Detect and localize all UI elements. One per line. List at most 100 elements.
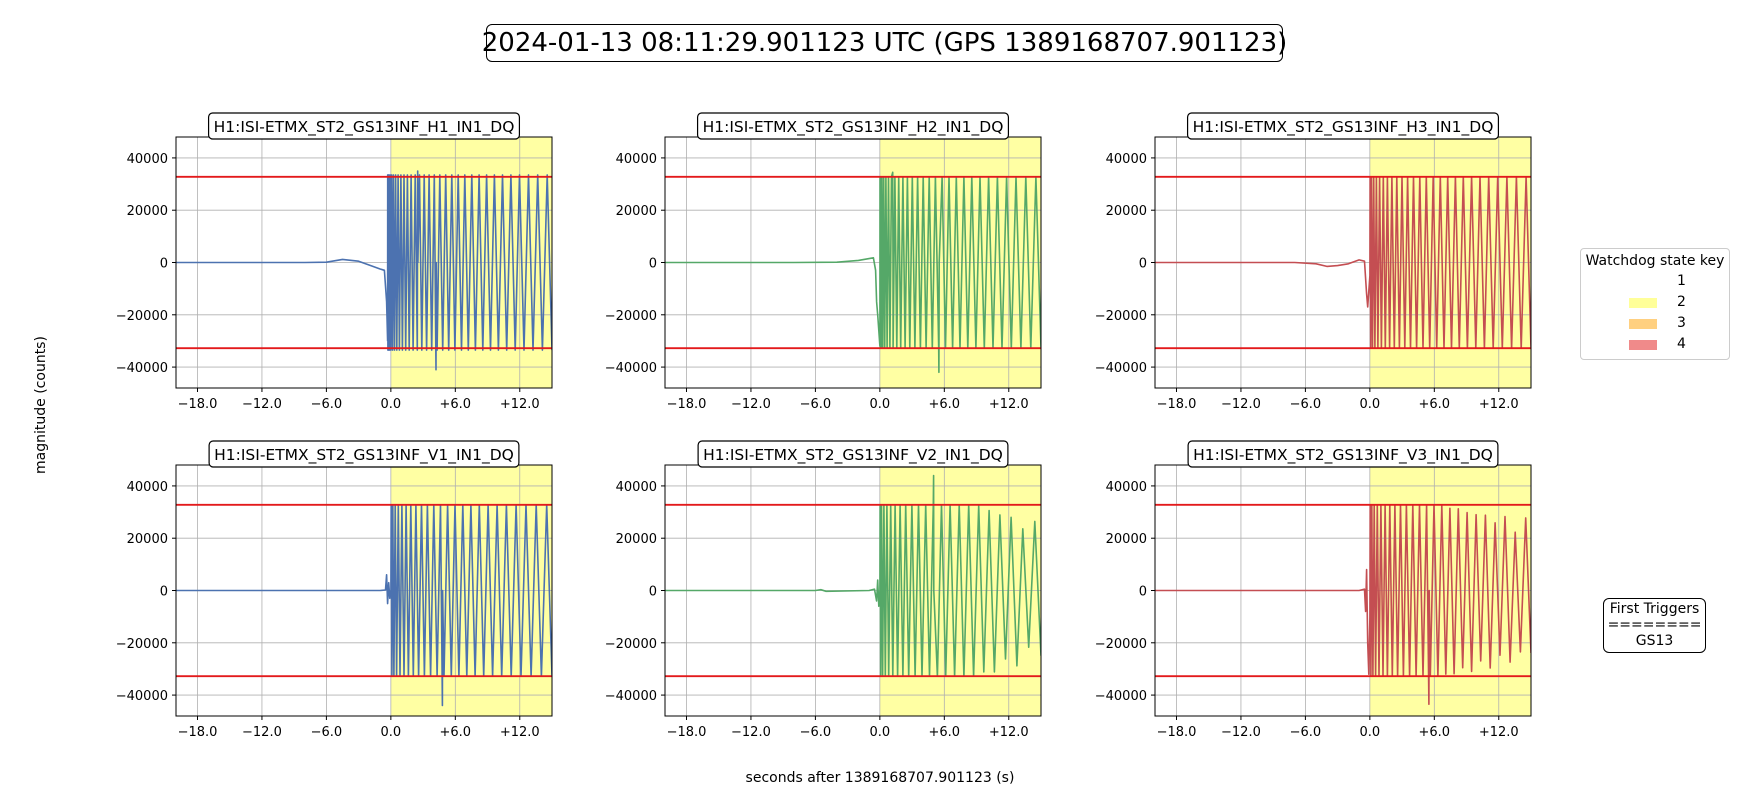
subplot-1: −18.0 −12.0 −6.0 0.0 +6.0 +12.0 −40000 −20000 0 2… bbox=[116, 112, 553, 412]
x-tick-label: −12.0 bbox=[1221, 725, 1261, 740]
y-tick-label: 20000 bbox=[1106, 204, 1147, 219]
x-tick-label: −12.0 bbox=[242, 397, 282, 412]
x-tick-label: 0.0 bbox=[1360, 397, 1381, 412]
x-tick-label: +12.0 bbox=[500, 397, 540, 412]
subplot-title: H1:ISI-ETMX_ST2_GS13INF_V2_IN1_DQ bbox=[703, 446, 1003, 465]
x-tick-label: +12.0 bbox=[500, 725, 540, 740]
first-triggers-title: First Triggers bbox=[1609, 601, 1700, 617]
legend-entry: 3 bbox=[1581, 314, 1731, 334]
x-tick-label: +12.0 bbox=[989, 725, 1029, 740]
subplot-title: H1:ISI-ETMX_ST2_GS13INF_V3_IN1_DQ bbox=[1193, 446, 1493, 465]
x-tick-label: −6.0 bbox=[800, 725, 832, 740]
y-tick-label: −40000 bbox=[116, 361, 168, 376]
legend-label: 1 bbox=[1677, 273, 1686, 289]
subplot-title: H1:ISI-ETMX_ST2_GS13INF_H3_IN1_DQ bbox=[1193, 118, 1494, 137]
series-line bbox=[176, 504, 552, 707]
x-tick-label: −18.0 bbox=[1157, 397, 1197, 412]
legend-entry: 2 bbox=[1581, 293, 1731, 313]
legend-label: 3 bbox=[1677, 315, 1686, 331]
y-tick-label: −40000 bbox=[605, 689, 657, 704]
subplot-title-box bbox=[696, 112, 1010, 140]
y-tick-label: 0 bbox=[1139, 257, 1147, 272]
y-tick-label: 0 bbox=[649, 257, 657, 272]
x-tick-label: +6.0 bbox=[1419, 397, 1451, 412]
x-tick-label: +12.0 bbox=[989, 397, 1029, 412]
subplot-5: −18.0 −12.0 −6.0 0.0 +6.0 +12.0 −40000 −20000 0 2… bbox=[605, 440, 1042, 740]
y-tick-label: 20000 bbox=[127, 532, 168, 547]
legend-swatch-4 bbox=[1629, 340, 1657, 350]
legend-entry: 1 bbox=[1581, 272, 1731, 292]
subplot-title-box bbox=[1186, 112, 1500, 140]
subplot-title-box bbox=[697, 440, 1009, 468]
x-tick-label: −12.0 bbox=[1221, 397, 1261, 412]
x-tick-label: 0.0 bbox=[870, 725, 891, 740]
x-tick-label: −6.0 bbox=[311, 397, 343, 412]
subplot-title-box bbox=[207, 112, 521, 140]
subplot-title: H1:ISI-ETMX_ST2_GS13INF_H2_IN1_DQ bbox=[703, 118, 1004, 137]
subplot-4: −18.0 −12.0 −6.0 0.0 +6.0 +12.0 −40000 −20000 0 2… bbox=[116, 440, 553, 740]
subplot-title-box bbox=[1187, 440, 1499, 468]
y-tick-label: 40000 bbox=[616, 480, 657, 495]
series-line bbox=[176, 170, 552, 371]
y-tick-label: 0 bbox=[1139, 585, 1147, 600]
y-tick-label: −20000 bbox=[116, 309, 168, 324]
x-tick-label: −12.0 bbox=[731, 725, 771, 740]
x-tick-label: +6.0 bbox=[440, 725, 472, 740]
subplot-title: H1:ISI-ETMX_ST2_GS13INF_H1_IN1_DQ bbox=[214, 118, 515, 137]
x-tick-label: +12.0 bbox=[1479, 397, 1519, 412]
y-tick-label: 20000 bbox=[616, 204, 657, 219]
legend-swatch-3 bbox=[1629, 319, 1657, 329]
y-tick-label: −40000 bbox=[1095, 361, 1147, 376]
x-tick-label: +6.0 bbox=[1419, 725, 1451, 740]
x-tick-label: −18.0 bbox=[667, 397, 707, 412]
y-tick-label: 40000 bbox=[127, 480, 168, 495]
y-tick-label: 0 bbox=[160, 585, 168, 600]
y-tick-label: −20000 bbox=[116, 637, 168, 652]
y-tick-label: 40000 bbox=[616, 152, 657, 167]
first-triggers-separator: ======== bbox=[1607, 617, 1702, 633]
x-tick-label: +6.0 bbox=[929, 397, 961, 412]
series-line bbox=[665, 474, 1041, 677]
x-tick-label: −18.0 bbox=[178, 725, 218, 740]
x-tick-label: −12.0 bbox=[731, 397, 771, 412]
x-tick-label: +6.0 bbox=[929, 725, 961, 740]
legend-entry: 4 bbox=[1581, 335, 1731, 355]
subplot-title-box bbox=[208, 440, 520, 468]
x-tick-label: 0.0 bbox=[870, 397, 891, 412]
y-tick-label: −40000 bbox=[1095, 689, 1147, 704]
y-tick-label: −20000 bbox=[1095, 637, 1147, 652]
x-tick-label: 0.0 bbox=[1360, 725, 1381, 740]
figure-title: 2024-01-13 08:11:29.901123 UTC (GPS 1389… bbox=[482, 24, 1287, 62]
first-triggers-value: GS13 bbox=[1635, 633, 1674, 649]
subplot-2: −18.0 −12.0 −6.0 0.0 +6.0 +12.0 −40000 −20000 0 2… bbox=[605, 112, 1042, 412]
legend-swatch-1 bbox=[1629, 277, 1657, 287]
x-axis-label: seconds after 1389168707.901123 (s) bbox=[745, 770, 1015, 786]
series-line bbox=[665, 171, 1041, 374]
subplot-title: H1:ISI-ETMX_ST2_GS13INF_V1_IN1_DQ bbox=[214, 446, 514, 465]
y-tick-label: −20000 bbox=[605, 309, 657, 324]
legend-swatch-2 bbox=[1629, 298, 1657, 308]
series-line bbox=[1155, 504, 1531, 705]
first-triggers-box: First Triggers ======== GS13 bbox=[1603, 598, 1706, 653]
y-tick-label: −20000 bbox=[1095, 309, 1147, 324]
x-tick-label: −6.0 bbox=[800, 397, 832, 412]
y-tick-label: 40000 bbox=[127, 152, 168, 167]
legend-label: 2 bbox=[1677, 294, 1686, 310]
y-tick-label: 40000 bbox=[1106, 480, 1147, 495]
y-tick-label: −20000 bbox=[605, 637, 657, 652]
y-tick-label: −40000 bbox=[605, 361, 657, 376]
x-tick-label: 0.0 bbox=[381, 397, 402, 412]
watchdog-legend: Watchdog state key 1 2 3 4 bbox=[1580, 248, 1730, 360]
x-tick-label: −6.0 bbox=[1290, 725, 1322, 740]
x-tick-label: −18.0 bbox=[667, 725, 707, 740]
x-tick-label: −6.0 bbox=[1290, 397, 1322, 412]
legend-label: 4 bbox=[1677, 336, 1686, 352]
x-tick-label: +6.0 bbox=[440, 397, 472, 412]
x-tick-label: −18.0 bbox=[1157, 725, 1197, 740]
y-tick-label: 0 bbox=[649, 585, 657, 600]
subplot-6: −18.0 −12.0 −6.0 0.0 +6.0 +12.0 −40000 −20000 0 2… bbox=[1095, 440, 1532, 740]
x-tick-label: +12.0 bbox=[1479, 725, 1519, 740]
y-tick-label: 0 bbox=[160, 257, 168, 272]
y-tick-label: −40000 bbox=[116, 689, 168, 704]
